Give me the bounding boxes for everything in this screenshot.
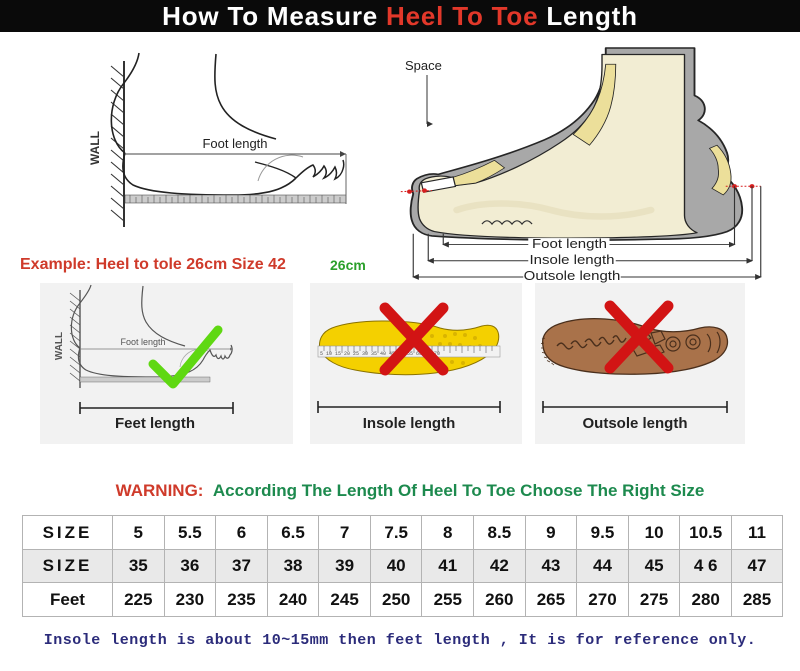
svg-text:Insole length: Insole length <box>530 252 615 267</box>
svg-text:Foot length: Foot length <box>202 136 267 151</box>
svg-text:Foot length: Foot length <box>120 337 165 347</box>
svg-text:Outsole length: Outsole length <box>583 415 688 432</box>
svg-text:Outsole length: Outsole length <box>524 268 621 283</box>
svg-text:Foot length: Foot length <box>532 236 607 251</box>
svg-text:Space: Space <box>405 58 442 73</box>
svg-text:Insole length: Insole length <box>363 415 456 432</box>
svg-text:WALL: WALL <box>54 332 65 360</box>
svg-text:Feet length: Feet length <box>115 415 195 432</box>
svg-text:WALL: WALL <box>88 131 102 165</box>
